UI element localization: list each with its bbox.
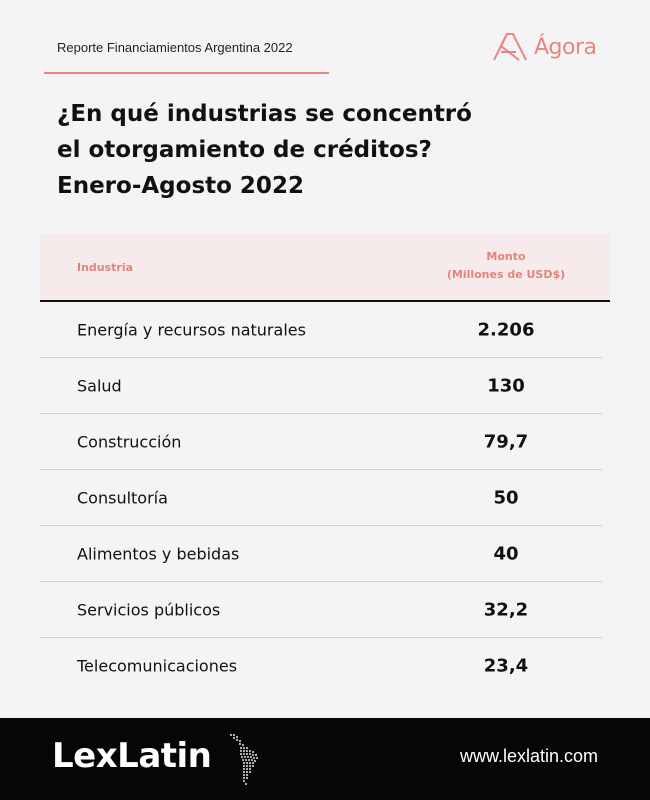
amount-cell: 130 [487, 375, 525, 396]
amount-cell: 2.206 [477, 319, 535, 340]
agora-logo-icon [493, 33, 527, 61]
latin-america-map-icon [229, 733, 259, 786]
table-row: Telecomunicaciones 23,4 [40, 638, 602, 693]
table-row: Construcción 79,7 [40, 414, 602, 470]
industry-cell: Servicios públicos [77, 600, 221, 619]
industry-cell: Construcción [77, 432, 182, 451]
title-line-1: ¿En qué industrias se concentró [57, 101, 472, 127]
report-underline [44, 72, 329, 74]
agora-brand-name: Ágora [534, 34, 597, 60]
table-row: Salud 130 [40, 358, 602, 414]
industry-cell: Salud [77, 376, 122, 395]
table-header: Industria Monto (Millones de USD$) [40, 234, 610, 302]
amount-cell: 32,2 [483, 599, 529, 620]
title-line-3: Enero-Agosto 2022 [57, 173, 304, 199]
table-row: Energía y recursos naturales 2.206 [40, 302, 602, 358]
industry-table: Industria Monto (Millones de USD$) Energ… [40, 234, 610, 693]
column-header-industry: Industria [77, 261, 134, 274]
column-header-amount-unit: (Millones de USD$) [446, 268, 566, 281]
amount-cell: 50 [493, 487, 519, 508]
column-header-amount: Monto (Millones de USD$) [426, 248, 586, 284]
industry-cell: Telecomunicaciones [77, 656, 238, 675]
table-row: Consultoría 50 [40, 470, 602, 526]
amount-cell: 23,4 [483, 655, 529, 676]
table-row: Servicios públicos 32,2 [40, 582, 602, 638]
industry-cell: Energía y recursos naturales [77, 320, 306, 339]
title-line-2: el otorgamiento de créditos? [57, 137, 432, 163]
amount-cell: 40 [493, 543, 519, 564]
column-header-amount-title: Monto [486, 250, 526, 263]
table-row: Alimentos y bebidas 40 [40, 526, 602, 582]
website-url[interactable]: www.lexlatin.com [459, 746, 598, 766]
footer-bar: LexLatin www.lexlatin.com [0, 718, 650, 800]
lexlatin-logo: LexLatin [52, 736, 212, 776]
amount-cell: 79,7 [483, 431, 529, 452]
industry-cell: Consultoría [77, 488, 168, 507]
agora-brand: Ágora [492, 30, 597, 64]
industry-cell: Alimentos y bebidas [77, 544, 240, 563]
page-title: ¿En qué industrias se concentró el otorg… [57, 96, 577, 204]
report-label: Reporte Financiamientos Argentina 2022 [57, 40, 293, 55]
